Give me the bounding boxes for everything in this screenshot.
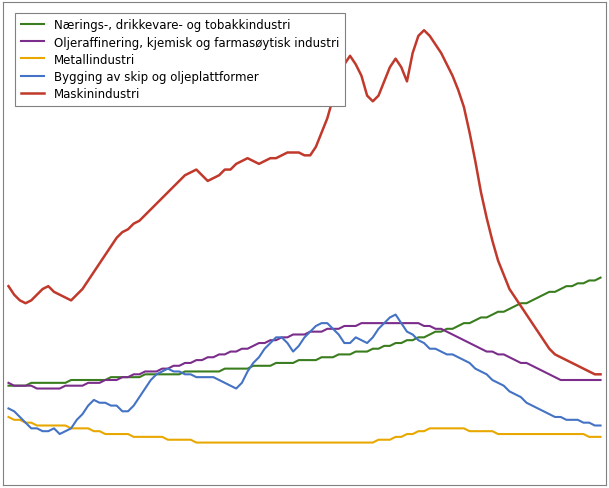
Oljeraffinering, kjemisk og farmasøytisk industri: [5, 380, 12, 386]
Bygging av skip og oljeplattformer: [56, 431, 63, 437]
Legend: Nærings-, drikkevare- og tobakkindustri, Oljeraffinering, kjemisk og farmasøytis: Nærings-, drikkevare- og tobakkindustri,…: [15, 14, 345, 107]
Nærings-, drikkevare- og tobakkindustri: [432, 329, 439, 335]
Nærings-, drikkevare- og tobakkindustri: [585, 278, 593, 284]
Metallindustri: [85, 426, 92, 431]
Nærings-, drikkevare- og tobakkindustri: [85, 377, 92, 383]
Metallindustri: [5, 414, 12, 420]
Metallindustri: [192, 440, 200, 446]
Nærings-, drikkevare- og tobakkindustri: [261, 363, 269, 369]
Bygging av skip og oljeplattformer: [443, 352, 451, 358]
Bygging av skip og oljeplattformer: [5, 406, 12, 411]
Nærings-, drikkevare- og tobakkindustri: [597, 275, 604, 281]
Nærings-, drikkevare- og tobakkindustri: [437, 329, 445, 335]
Oljeraffinering, kjemisk og farmasøytisk industri: [449, 332, 456, 338]
Oljeraffinering, kjemisk og farmasøytisk industri: [597, 377, 604, 383]
Oljeraffinering, kjemisk og farmasøytisk industri: [10, 383, 18, 389]
Line: Bygging av skip og oljeplattformer: Bygging av skip og oljeplattformer: [9, 315, 600, 434]
Maskinindustri: [591, 372, 599, 378]
Maskinindustri: [597, 372, 604, 378]
Nærings-, drikkevare- og tobakkindustri: [10, 383, 18, 389]
Nærings-, drikkevare- og tobakkindustri: [5, 383, 12, 389]
Oljeraffinering, kjemisk og farmasøytisk industri: [357, 321, 365, 326]
Bygging av skip og oljeplattformer: [10, 408, 18, 414]
Line: Metallindustri: Metallindustri: [9, 417, 600, 443]
Line: Nærings-, drikkevare- og tobakkindustri: Nærings-, drikkevare- og tobakkindustri: [9, 278, 600, 386]
Oljeraffinering, kjemisk og farmasøytisk industri: [267, 338, 274, 344]
Oljeraffinering, kjemisk og farmasøytisk industri: [238, 346, 245, 352]
Line: Maskinindustri: Maskinindustri: [9, 31, 600, 375]
Oljeraffinering, kjemisk og farmasøytisk industri: [90, 380, 97, 386]
Oljeraffinering, kjemisk og farmasøytisk industri: [33, 386, 41, 392]
Maskinindustri: [10, 292, 18, 298]
Maskinindustri: [443, 62, 451, 68]
Maskinindustri: [420, 28, 428, 34]
Metallindustri: [267, 440, 274, 446]
Maskinindustri: [233, 162, 240, 167]
Metallindustri: [437, 426, 445, 431]
Line: Oljeraffinering, kjemisk og farmasøytisk industri: Oljeraffinering, kjemisk og farmasøytisk…: [9, 324, 600, 389]
Bygging av skip og oljeplattformer: [597, 423, 604, 428]
Metallindustri: [443, 426, 451, 431]
Bygging av skip og oljeplattformer: [90, 397, 97, 403]
Bygging av skip og oljeplattformer: [392, 312, 400, 318]
Maskinindustri: [261, 159, 269, 164]
Metallindustri: [10, 417, 18, 423]
Maskinindustri: [85, 278, 92, 284]
Maskinindustri: [5, 284, 12, 289]
Bygging av skip og oljeplattformer: [449, 352, 456, 358]
Oljeraffinering, kjemisk og farmasøytisk industri: [443, 329, 451, 335]
Metallindustri: [597, 434, 604, 440]
Maskinindustri: [437, 51, 445, 57]
Metallindustri: [591, 434, 599, 440]
Bygging av skip og oljeplattformer: [238, 380, 245, 386]
Bygging av skip og oljeplattformer: [267, 341, 274, 346]
